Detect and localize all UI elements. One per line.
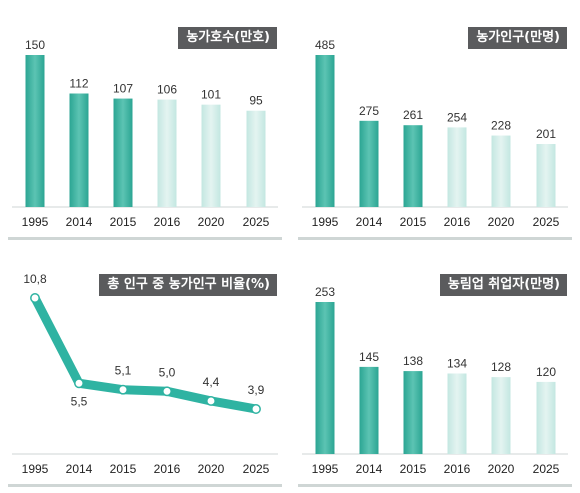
value-label: 120 — [536, 365, 556, 379]
value-label: 95 — [249, 94, 263, 108]
x-tick-label: 2016 — [154, 215, 181, 229]
value-label: 261 — [403, 108, 423, 122]
chart-svg-farm-population-ratio: 10,8 5,5 5,1 5,0 4,4 3,9 1995 2014 2015 2016 2020 2… — [12, 272, 278, 476]
bar-1995 — [25, 55, 45, 207]
value-label: 112 — [69, 77, 88, 91]
divider — [298, 237, 572, 240]
value-label: 254 — [447, 110, 467, 124]
chart-title: 총 인구 중 농가인구 비율(%) — [99, 274, 277, 296]
x-tick-label: 2020 — [488, 215, 515, 229]
bar-2016 — [157, 99, 177, 207]
bar-2016 — [447, 373, 467, 454]
bar-1995 — [315, 302, 335, 454]
x-tick-label: 2025 — [533, 462, 560, 476]
bar-2025 — [536, 381, 556, 454]
value-label: 201 — [536, 127, 556, 141]
x-tick-label: 2016 — [154, 462, 181, 476]
x-tick-label: 2014 — [356, 215, 383, 229]
x-tick-label: 2014 — [66, 215, 93, 229]
value-label: 5,5 — [71, 394, 88, 408]
value-label: 228 — [491, 119, 511, 133]
value-label: 101 — [201, 88, 221, 102]
bar-2014 — [359, 366, 379, 454]
value-label: 485 — [315, 38, 335, 52]
value-label: 138 — [403, 354, 423, 368]
chart-svg-farm-households: 150 112 107 106 101 95 1995 2014 2015 2016 2020 202… — [12, 38, 278, 229]
chart-panel-farm-households: 150 112 107 106 101 95 1995 2014 2015 2016 2020 202… — [0, 0, 290, 246]
x-tick-label: 2015 — [110, 215, 137, 229]
value-label: 107 — [113, 82, 133, 96]
x-tick-label: 2025 — [533, 215, 560, 229]
value-label: 253 — [315, 285, 335, 299]
divider — [8, 484, 282, 487]
divider — [298, 484, 572, 487]
point-2016 — [162, 386, 172, 397]
value-label: 145 — [359, 350, 379, 364]
x-tick-label: 2016 — [444, 215, 471, 229]
bar-1995 — [315, 55, 335, 207]
x-tick-label: 1995 — [312, 215, 339, 229]
chart-svg-farm-population: 485 275 261 254 228 201 1995 2014 2015 2016 2020 20… — [302, 38, 568, 229]
value-label: 5,0 — [159, 365, 176, 379]
divider — [8, 237, 282, 240]
bar-2025 — [246, 110, 266, 207]
x-tick-label: 2020 — [198, 215, 225, 229]
value-label: 3,9 — [248, 383, 265, 397]
point-2014 — [74, 378, 84, 389]
x-tick-label: 2025 — [243, 215, 270, 229]
value-label: 4,4 — [203, 375, 220, 389]
chart-panel-farm-population-ratio: 10,8 5,5 5,1 5,0 4,4 3,9 1995 2014 2015 2016 2020 2… — [0, 247, 290, 493]
bar-2020 — [201, 104, 221, 207]
value-label: 106 — [157, 83, 177, 97]
bar-2015 — [113, 98, 133, 207]
point-2025 — [251, 404, 261, 414]
value-label: 10,8 — [23, 272, 47, 286]
value-label: 5,1 — [115, 364, 132, 378]
x-tick-label: 2020 — [488, 462, 515, 476]
x-tick-label: 2020 — [198, 462, 225, 476]
point-2015 — [118, 384, 128, 395]
chart-title: 농가인구(만명) — [468, 27, 567, 49]
series-line — [30, 293, 261, 414]
chart-svg-agri-employment: 253 145 138 134 128 120 1995 2014 2015 2016 2020 20… — [302, 285, 568, 476]
x-tick-label: 2015 — [110, 462, 137, 476]
bar-2015 — [403, 125, 423, 207]
x-tick-label: 2015 — [400, 215, 427, 229]
bar-2014 — [69, 93, 89, 207]
x-tick-label: 2014 — [66, 462, 93, 476]
bar-2020 — [491, 377, 511, 454]
x-tick-label: 2014 — [356, 462, 383, 476]
x-tick-label: 2025 — [243, 462, 270, 476]
bar-2015 — [403, 371, 423, 454]
bar-2014 — [359, 120, 379, 207]
bar-2025 — [536, 144, 556, 207]
value-label: 134 — [447, 356, 467, 370]
bar-2020 — [491, 135, 511, 207]
chart-title: 농가호수(만호) — [178, 27, 277, 49]
point-1995 — [30, 293, 40, 303]
value-label: 128 — [491, 360, 511, 374]
x-tick-label: 2015 — [400, 462, 427, 476]
chart-panel-agri-employment: 253 145 138 134 128 120 1995 2014 2015 2016 2020 20… — [290, 247, 580, 493]
x-tick-label: 1995 — [22, 462, 49, 476]
value-label: 150 — [25, 38, 45, 52]
chart-panel-farm-population: 485 275 261 254 228 201 1995 2014 2015 2016 2020 20… — [290, 0, 580, 246]
x-tick-label: 1995 — [312, 462, 339, 476]
chart-title: 농림업 취업자(만명) — [439, 274, 567, 296]
point-2020 — [206, 396, 216, 406]
bar-2016 — [447, 127, 467, 207]
x-tick-label: 2016 — [444, 462, 471, 476]
value-label: 275 — [359, 104, 379, 118]
x-tick-label: 1995 — [22, 215, 49, 229]
